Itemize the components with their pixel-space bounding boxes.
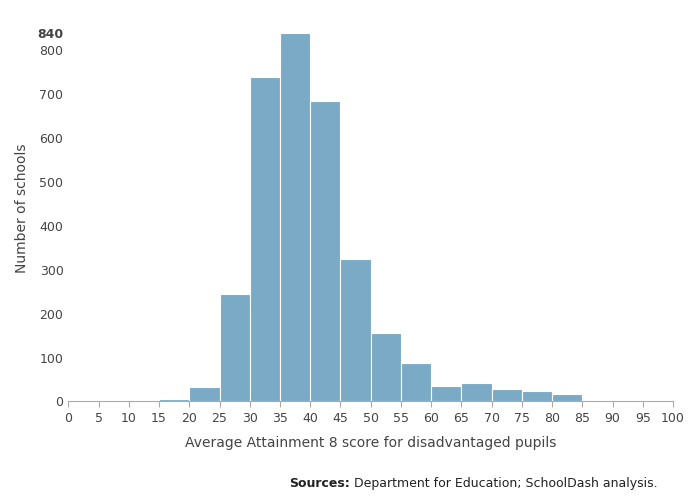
Bar (643, 400, 673, 402)
Bar (250, 78, 280, 402)
Bar (612, 400, 643, 402)
Text: Department for Education; SchoolDash analysis.: Department for Education; SchoolDash ana… (350, 477, 657, 490)
Bar (129, 400, 159, 402)
Bar (552, 394, 582, 402)
Bar (401, 363, 431, 402)
Bar (310, 100, 340, 402)
Text: Sources:: Sources: (289, 477, 350, 490)
Bar (431, 386, 461, 402)
Bar (491, 389, 522, 402)
Bar (340, 258, 371, 402)
Bar (461, 382, 491, 402)
Bar (99, 400, 129, 402)
Bar (220, 294, 250, 402)
Bar (189, 387, 220, 402)
Bar (582, 400, 612, 402)
Bar (522, 391, 552, 402)
Bar (69, 400, 99, 402)
Bar (280, 32, 310, 402)
Y-axis label: Number of schools: Number of schools (15, 144, 29, 273)
X-axis label: Average Attainment 8 score for disadvantaged pupils: Average Attainment 8 score for disadvant… (185, 436, 556, 450)
Bar (159, 400, 189, 402)
Bar (371, 334, 401, 402)
